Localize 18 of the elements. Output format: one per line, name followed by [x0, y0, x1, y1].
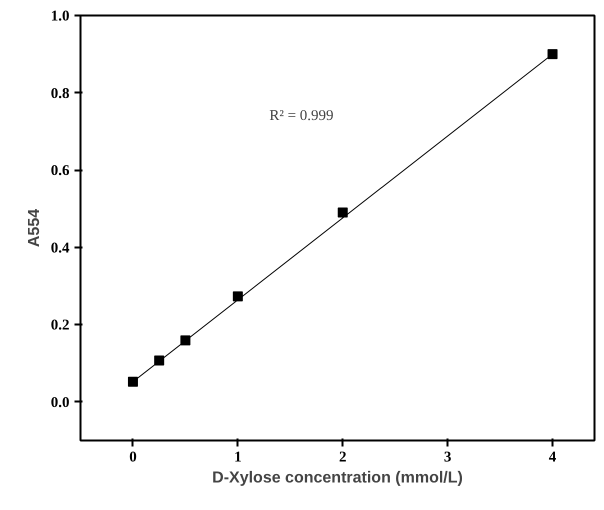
x-axis-title: D-Xylose concentration (mmol/L): [212, 470, 463, 486]
point: [548, 49, 558, 60]
point: [338, 208, 348, 218]
x-tick-label: 4: [548, 450, 557, 466]
x-tick-label: 2: [338, 450, 346, 466]
x-tick-label: 1: [234, 450, 242, 466]
y-tick-label: 1.0: [50, 8, 70, 24]
y-tick-label: 0.6: [50, 163, 70, 180]
y-tick-label: 0.8: [50, 86, 70, 102]
x-tick-label: 0: [129, 450, 137, 466]
y-tick-label: 0.0: [50, 394, 70, 411]
y-tick-label: 0.4: [50, 240, 70, 256]
y-axis-title: A554: [26, 208, 43, 248]
point: [232, 291, 243, 302]
point: [128, 376, 138, 387]
annotation: R² = 0.999: [269, 108, 334, 124]
y-tick-label: 0.2: [50, 318, 70, 334]
x-tick-label: 3: [444, 450, 452, 466]
